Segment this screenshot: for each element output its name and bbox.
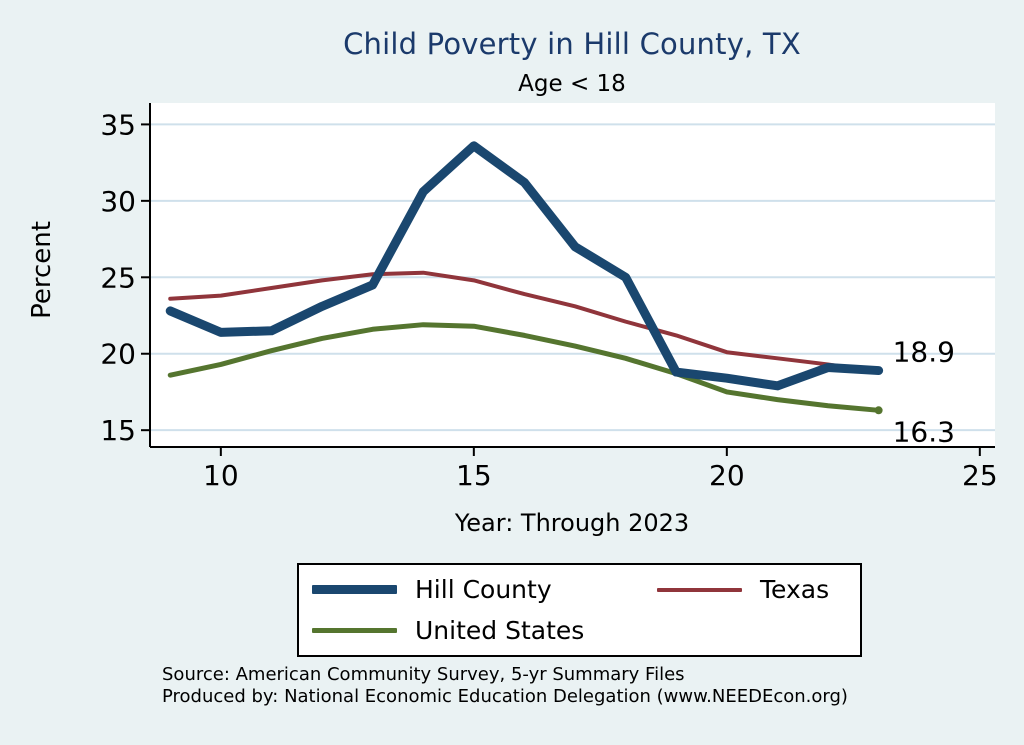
end-value-label: 18.9 [893, 336, 955, 369]
source-line-1: Source: American Community Survey, 5-yr … [162, 664, 685, 685]
x-tick-label: 20 [709, 459, 745, 492]
legend-label-hill-county: Hill County [415, 575, 552, 604]
y-tick-label: 25 [100, 261, 136, 294]
series-line-hill-county [165, 141, 884, 391]
page-title: Child Poverty in Hill County, TX [343, 27, 801, 61]
x-axis-label: Year: Through 2023 [454, 509, 690, 537]
united-states-line-swatch [312, 628, 397, 633]
series-end-marker-united-states [874, 406, 883, 415]
series-line-texas [168, 270, 881, 375]
end-value-label: 16.3 [893, 415, 955, 448]
legend: Hill County Texas United States [297, 563, 862, 657]
legend-item-united-states: United States [299, 610, 644, 651]
legend-label-texas: Texas [760, 575, 830, 604]
chart-subtitle: Age < 18 [518, 71, 626, 97]
x-tick-label: 10 [203, 459, 239, 492]
hill-county-line-swatch [312, 585, 397, 594]
legend-label-united-states: United States [415, 616, 585, 645]
y-tick-label: 20 [100, 338, 136, 371]
source-line-2: Produced by: National Economic Education… [162, 686, 848, 707]
legend-item-texas: Texas [644, 569, 860, 610]
y-tick-label: 35 [100, 108, 136, 141]
series-line-united-states [167, 322, 882, 413]
plot-area [150, 103, 995, 447]
source-notes: Source: American Community Survey, 5-yr … [162, 664, 848, 708]
legend-item-hill-county: Hill County [299, 569, 644, 610]
x-tick-label: 25 [962, 459, 998, 492]
texas-line-swatch [657, 587, 742, 592]
y-tick-label: 30 [100, 185, 136, 218]
x-tick-label: 15 [456, 459, 492, 492]
line-chart: 15 20 25 30 35 10 15 20 25 18.9 16.3 [100, 103, 998, 492]
y-tick-label: 15 [100, 414, 136, 447]
